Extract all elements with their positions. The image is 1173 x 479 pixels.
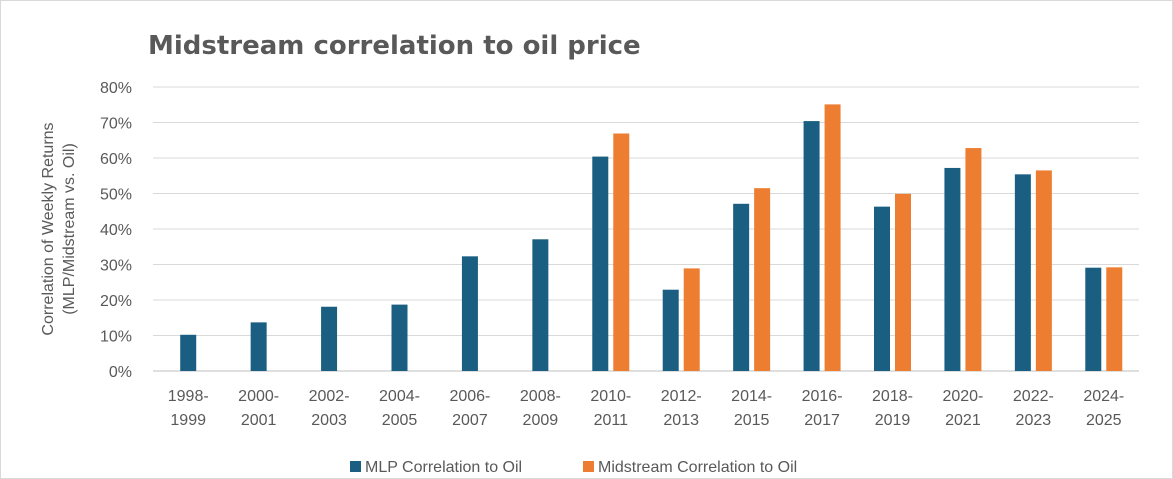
y-tick-label: 0% [109, 364, 132, 381]
bar-mlp [803, 121, 820, 371]
bar-mlp [662, 289, 679, 371]
bar-mlp [733, 203, 750, 371]
bar-midstream [965, 148, 982, 371]
bar-mlp [180, 334, 197, 371]
x-tick-label: 2004- [379, 388, 420, 405]
x-tick-label: 2023 [1016, 412, 1052, 429]
bar-mlp [592, 156, 609, 371]
x-tick-label: 2000- [238, 388, 279, 405]
bar-midstream [895, 193, 911, 371]
x-tick-label: 1999 [170, 412, 206, 429]
legend-swatch [350, 461, 361, 472]
x-tick-label: 2019 [875, 412, 911, 429]
x-tick-label: 2014- [731, 388, 772, 405]
y-axis-label-line: Correlation of Weekly Returns [40, 122, 57, 335]
bars [180, 104, 1123, 372]
chart-title: Midstream correlation to oil price [148, 31, 641, 61]
legend: MLP Correlation to Oil Midstream Correlat… [350, 459, 797, 476]
y-tick-label: 10% [100, 329, 132, 346]
legend-label: Midstream Correlation to Oil [598, 459, 797, 476]
y-axis-ticks: 0% 10% 20% 30% 40% 50% 60% 70% 80% [100, 80, 132, 381]
bar-mlp [1085, 267, 1102, 371]
x-tick-label: 2005 [382, 412, 418, 429]
y-tick-label: 50% [100, 187, 132, 204]
y-tick-label: 60% [100, 151, 132, 168]
bar-midstream [683, 268, 700, 371]
x-tick-label: 2002- [309, 388, 350, 405]
x-tick-label: 2008- [520, 388, 561, 405]
bar-mlp [250, 322, 267, 371]
y-axis-label-line: (MLP/Midstream vs. Oil) [61, 143, 78, 315]
y-tick-label: 40% [100, 222, 132, 239]
bar-mlp [461, 256, 478, 371]
x-tick-label: 2016- [802, 388, 843, 405]
bar-mlp [944, 167, 961, 371]
x-tick-label: 2020- [942, 388, 983, 405]
x-tick-label: 2003 [311, 412, 347, 429]
bar-mlp [321, 306, 338, 371]
bar-midstream [1106, 267, 1123, 371]
y-tick-label: 70% [100, 116, 132, 133]
x-tick-label: 2012- [661, 388, 702, 405]
legend-label: MLP Correlation to Oil [365, 459, 522, 476]
x-tick-label: 2009 [523, 412, 559, 429]
x-tick-label: 2010- [590, 388, 631, 405]
gridlines [153, 86, 1139, 372]
x-tick-label: 1998- [168, 388, 209, 405]
bar-mlp [874, 206, 890, 371]
bar-mlp [532, 239, 549, 371]
x-tick-label: 2007 [452, 412, 488, 429]
y-tick-label: 80% [100, 80, 132, 97]
bar-mlp [391, 304, 408, 371]
x-tick-label: 2013 [663, 412, 699, 429]
x-tick-label: 2017 [804, 412, 840, 429]
y-tick-label: 30% [100, 258, 132, 275]
x-tick-label: 2021 [945, 412, 981, 429]
x-tick-label: 2018- [872, 388, 913, 405]
x-axis-ticks: 1998- 1999 2000- 2001 2002- 2003 2004- 2005 2006… [168, 388, 1124, 429]
bar-midstream [754, 188, 771, 371]
x-tick-label: 2001 [241, 412, 277, 429]
bar-midstream [1035, 170, 1052, 371]
x-tick-label: 2006- [449, 388, 490, 405]
bar-midstream [613, 133, 630, 371]
x-tick-label: 2015 [734, 412, 770, 429]
legend-swatch [583, 461, 594, 472]
x-tick-label: 2022- [1013, 388, 1054, 405]
y-tick-label: 20% [100, 293, 132, 310]
bar-midstream [824, 104, 841, 372]
bar-mlp [1014, 174, 1031, 371]
x-tick-label: 2024- [1083, 388, 1124, 405]
y-axis-label: Correlation of Weekly Returns (MLP/Midstr… [40, 122, 78, 335]
x-tick-label: 2011 [594, 412, 629, 429]
x-tick-label: 2025 [1086, 412, 1122, 429]
